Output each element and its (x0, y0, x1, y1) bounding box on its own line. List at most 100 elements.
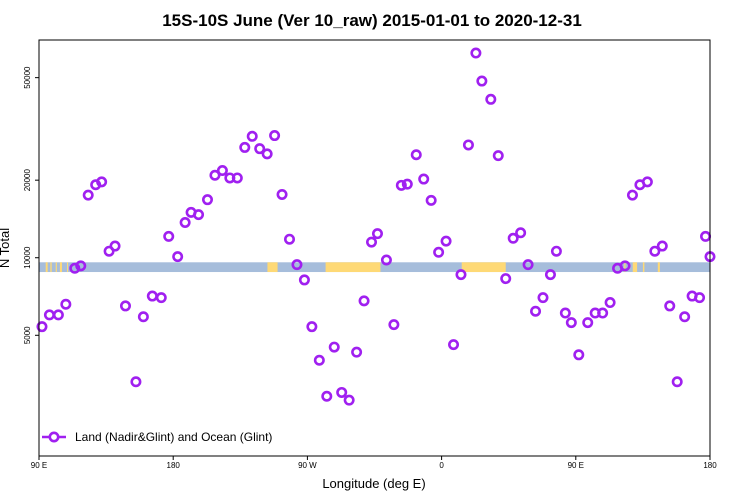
data-point (649, 245, 661, 257)
data-point (401, 178, 413, 190)
data-point (559, 307, 571, 319)
land-segment-6 (325, 262, 381, 273)
data-point (664, 300, 676, 312)
land-segment-4 (67, 262, 69, 273)
legend: Land (Nadir&Glint) and Ocean (Glint) (42, 430, 272, 444)
data-point (656, 240, 668, 252)
data-point (597, 307, 609, 319)
data-point (582, 317, 594, 329)
land-segment-1 (50, 262, 52, 273)
data-point (321, 390, 333, 402)
data-point (679, 311, 691, 323)
data-point (179, 217, 191, 229)
x-tick-label-4: 90 E (568, 461, 584, 470)
data-point (36, 321, 48, 333)
data-point (388, 319, 400, 331)
land-segment-3 (59, 262, 62, 273)
y-tick-label-1: 10000 (23, 246, 32, 269)
series-points (36, 47, 716, 406)
data-point (306, 321, 318, 333)
data-point (75, 260, 87, 272)
data-point (500, 273, 512, 285)
x-axis-label: Longitude (deg E) (322, 476, 425, 491)
data-point (380, 254, 392, 266)
data-point (137, 311, 149, 323)
data-point (358, 295, 370, 307)
data-point (410, 149, 422, 161)
land-segment-8 (624, 262, 626, 273)
data-point (313, 354, 325, 366)
data-point (298, 274, 310, 286)
data-point (366, 236, 378, 248)
x-tick-label-5: 180 (703, 461, 717, 470)
land-segment-7 (461, 262, 506, 273)
data-point (626, 189, 638, 201)
data-point (109, 240, 121, 252)
data-point (69, 262, 81, 274)
data-point (284, 233, 296, 245)
data-point (269, 130, 281, 142)
data-point (604, 297, 616, 309)
data-point (231, 172, 243, 184)
land-segment-11 (657, 262, 660, 273)
data-point (433, 246, 445, 258)
data-point (694, 292, 706, 304)
plot-frame (38, 39, 711, 457)
data-point (425, 194, 437, 206)
data-point (130, 376, 142, 388)
land-segment-10 (642, 262, 645, 273)
data-point (336, 386, 348, 398)
data-point (291, 259, 303, 271)
data-point (641, 176, 653, 188)
data-point (395, 179, 407, 191)
data-point (507, 232, 519, 244)
x-axis: 90 E 180 90 W 0 90 E 180 (31, 456, 717, 470)
land-segment-9 (632, 262, 638, 273)
data-point (550, 245, 562, 257)
surface-band (39, 262, 710, 273)
data-point (462, 139, 474, 151)
data-point (209, 169, 221, 181)
data-point (522, 259, 534, 271)
data-point (163, 230, 175, 242)
data-point (470, 47, 482, 59)
chart-title: 15S-10S June (Ver 10_raw) 2015-01-01 to … (162, 11, 582, 30)
y-axis: 5000 10000 20000 50000 (23, 66, 39, 344)
data-point (440, 235, 452, 247)
data-point (201, 194, 213, 206)
data-point (239, 141, 251, 153)
land-segment-0 (45, 262, 48, 273)
data-point (193, 209, 205, 221)
data-point (515, 227, 527, 239)
data-point (82, 189, 94, 201)
data-point (146, 290, 158, 302)
data-point (343, 394, 355, 406)
data-point (172, 251, 184, 263)
data-point (418, 173, 430, 185)
data-point (155, 292, 167, 304)
data-point (216, 165, 228, 177)
data-point (537, 292, 549, 304)
data-point (261, 148, 273, 160)
data-point (619, 260, 631, 272)
data-point (96, 176, 108, 188)
data-point (43, 309, 55, 321)
data-point (328, 341, 340, 353)
data-point (485, 93, 497, 105)
data-point (246, 130, 258, 142)
data-point (455, 269, 467, 281)
data-point (351, 346, 363, 358)
data-point (448, 339, 460, 351)
data-point (530, 305, 542, 317)
data-point (52, 309, 64, 321)
data-point (565, 317, 577, 329)
data-point (276, 188, 288, 200)
legend-marker (48, 431, 60, 443)
y-tick-label-3: 50000 (23, 66, 32, 89)
x-tick-label-2: 90 W (298, 461, 317, 470)
data-point (573, 349, 585, 361)
land-segment-2 (55, 262, 57, 273)
data-point (671, 376, 683, 388)
data-point (492, 150, 504, 162)
